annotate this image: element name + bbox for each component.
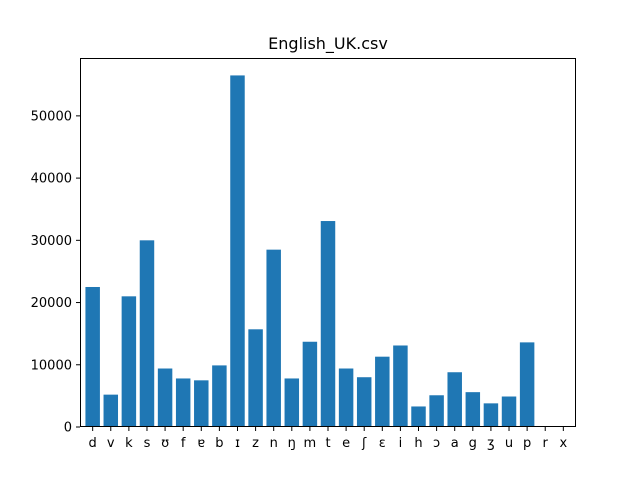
x-tick-label: v [107, 436, 115, 451]
x-tick-label: z [252, 436, 259, 451]
bar-14 [338, 368, 354, 427]
x-tick-label: b [215, 436, 223, 451]
bar-21 [465, 392, 481, 427]
x-tick-label: k [125, 436, 133, 451]
x-tick-label: ɔ [433, 436, 440, 451]
plot-frame [80, 58, 576, 427]
x-tick-label: u [505, 436, 513, 451]
chart-title: English_UK.csv [268, 34, 388, 54]
bar-24 [519, 342, 535, 427]
bar-0 [85, 286, 100, 427]
y-tick-label: 0 [64, 421, 72, 436]
x-tick-label: p [523, 436, 531, 451]
x-tick-label: g [469, 436, 477, 451]
bar-7 [212, 365, 227, 427]
bar-4 [157, 368, 173, 427]
x-tick-label: i [399, 436, 403, 451]
x-tick-label: ɐ [197, 436, 205, 451]
x-tick-label: r [543, 436, 549, 451]
x-tick-label: f [181, 436, 186, 451]
bars-group [85, 75, 535, 427]
x-tick-label: ɪ [235, 436, 240, 451]
x-tick-label: t [325, 436, 330, 451]
x-tick-label: d [89, 436, 97, 451]
bar-18 [411, 406, 426, 427]
bar-15 [356, 377, 372, 427]
y-tick-label: 40000 [31, 172, 72, 187]
x-tick-label: e [342, 436, 350, 451]
bar-3 [139, 240, 155, 427]
x-tick-label: h [414, 436, 422, 451]
bar-5 [175, 378, 191, 427]
bar-11 [284, 378, 300, 427]
x-tick-label: a [451, 436, 459, 451]
bar-17 [393, 345, 408, 427]
bar-23 [501, 396, 517, 427]
y-tick-label: 20000 [31, 296, 72, 311]
x-tick-label: m [304, 436, 317, 451]
y-tick-label: 10000 [31, 358, 72, 373]
bar-12 [302, 341, 318, 427]
x-tick-label: s [144, 436, 151, 451]
x-tick-label: ʊ [161, 436, 169, 451]
bar-10 [266, 249, 281, 427]
x-tick-label: ŋ [288, 436, 296, 451]
y-axis: 0 10000 20000 30000 40000 50000 [31, 109, 80, 436]
bar-13 [320, 221, 336, 427]
bar-6 [194, 380, 209, 427]
bar-22 [483, 403, 499, 427]
x-tick-label: ʒ [487, 436, 495, 451]
bar-2 [121, 296, 137, 427]
bar-20 [447, 372, 462, 427]
bar-16 [375, 356, 390, 427]
bar-8 [230, 75, 245, 427]
bar-1 [103, 394, 119, 427]
x-tick-label: ʃ [361, 436, 367, 451]
bar-19 [429, 395, 444, 427]
x-tick-label: n [270, 436, 278, 451]
y-tick-label: 50000 [31, 109, 72, 124]
x-tick-label: x [559, 436, 567, 451]
x-tick-label: ɛ [379, 436, 386, 451]
y-tick-label: 30000 [31, 234, 72, 249]
bar-9 [248, 329, 263, 427]
